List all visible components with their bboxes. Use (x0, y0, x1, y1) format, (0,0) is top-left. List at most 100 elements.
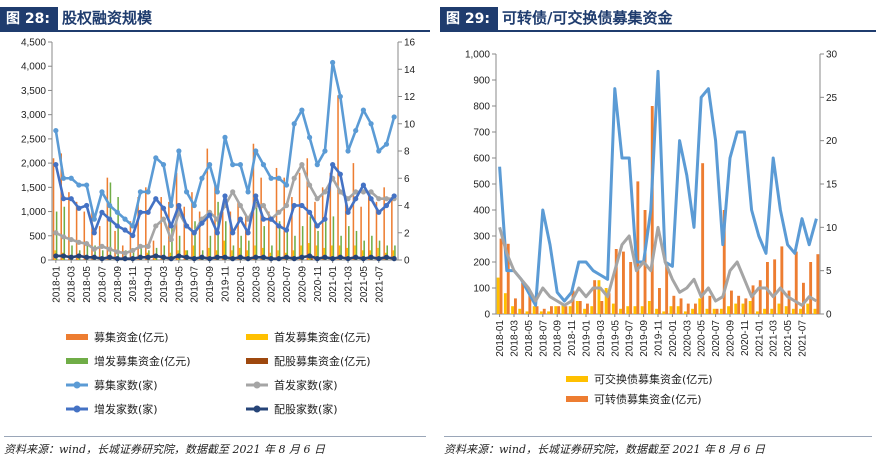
point-left-s0 (122, 216, 128, 222)
bar-right-s0 (777, 303, 781, 314)
left-y-tick-label: 1,000 (21, 207, 46, 218)
equity-financing-chart: 0 500 1,000 1,500 2,000 2,500 3,000 3,500 4,000 4… (21, 38, 416, 417)
point-left-s3 (199, 254, 205, 260)
bar-right-s0 (554, 306, 558, 314)
bar-right-s1 (708, 295, 712, 314)
left-y-tick-label: 2,500 (21, 134, 46, 145)
point-left-s1 (376, 196, 382, 202)
point-left-s3 (299, 254, 305, 260)
bar-right-s0 (640, 306, 644, 314)
x-tick-label: 2018-01 (495, 320, 506, 357)
bar-right-s0 (583, 308, 586, 314)
x-tick-label: 2018-03 (510, 320, 521, 357)
x-tick-label: 2020-01 (668, 320, 679, 357)
bar-right-s1 (686, 303, 690, 314)
bar-right-s1 (744, 298, 748, 314)
point-left-s2 (214, 230, 220, 236)
bar-right-s1 (564, 306, 568, 314)
bar-left-s2 (355, 230, 358, 260)
bar-left-s2 (309, 216, 312, 260)
bar-right-s0 (806, 303, 810, 314)
point-left-s1 (230, 189, 236, 195)
point-left-s0 (391, 114, 397, 120)
point-left-s3 (207, 256, 213, 262)
point-left-s2 (99, 209, 105, 215)
point-left-s2 (306, 209, 313, 215)
point-left-s0 (353, 127, 359, 134)
bar-right-s0 (705, 308, 709, 314)
bar-left-s1 (223, 240, 225, 260)
point-left-s3 (253, 254, 259, 260)
right-y-tick-label: 16 (404, 38, 416, 49)
bar-left-s2 (101, 250, 104, 260)
point-left-s3 (76, 253, 82, 259)
bar-left-s2 (340, 235, 342, 260)
bar-left-s1 (261, 247, 264, 260)
point-left-s0 (160, 162, 167, 168)
left-source-note: 资料来源：wind，长城证券研究院，数据截至 2021 年 8 月 6 日 (4, 436, 426, 457)
point-left-s1 (130, 247, 136, 254)
point-left-s3 (145, 254, 151, 260)
bar-left-s2 (178, 235, 181, 260)
point-left-s1 (337, 189, 343, 195)
bar-left-s0 (183, 206, 186, 260)
point-left-s0 (260, 162, 267, 168)
point-left-s0 (283, 182, 290, 188)
right-figure-label: 图 29: (440, 7, 498, 31)
point-left-s2 (330, 162, 336, 168)
bar-left-s2 (271, 245, 273, 260)
point-left-s0 (114, 209, 120, 215)
bar-left-s2 (248, 240, 250, 260)
left-y-tick-label: 3,500 (21, 86, 46, 97)
bar-left-s0 (314, 201, 316, 260)
point-left-s2 (383, 202, 390, 209)
bar-left-s2 (386, 245, 389, 260)
point-left-s2 (53, 162, 59, 168)
point-left-s0 (84, 182, 90, 188)
bar-right-s0 (604, 288, 608, 314)
x-tick-label: 2018-07 (538, 320, 549, 357)
right-y-tick-label: 20 (826, 136, 838, 147)
point-left-s0 (145, 189, 151, 195)
bar-left-s1 (392, 250, 395, 260)
point-left-s2 (345, 209, 351, 215)
point-left-s2 (199, 220, 205, 226)
point-left-s3 (214, 254, 220, 260)
x-tick-label: 2019-09 (205, 266, 216, 303)
bar-left-s1 (377, 247, 379, 260)
bar-right-s1 (722, 210, 726, 314)
bar-left-s1 (231, 250, 233, 260)
point-left-s0 (130, 223, 136, 229)
point-left-s2 (122, 227, 128, 233)
bar-right-s1 (787, 290, 791, 314)
bar-left-s1 (208, 247, 210, 260)
bar-right-s0 (741, 303, 745, 314)
right-chart-panel: 图 29: 可转债/可交换债募集资金 0 100 200 300 400 500 600 700… (440, 0, 876, 462)
right-legend-item-0-swatch (566, 376, 588, 382)
point-left-s0 (153, 155, 159, 161)
bar-right-s0 (496, 277, 500, 314)
bar-right-s0 (518, 308, 522, 314)
bar-left-s0 (237, 201, 239, 260)
point-left-s3 (99, 256, 105, 262)
bar-left-s0 (206, 148, 209, 260)
bar-right-s1 (672, 295, 676, 314)
point-left-s2 (191, 230, 197, 236)
point-left-s2 (299, 202, 305, 209)
right-title-bar: 图 29: 可转债/可交换债募集资金 (440, 6, 876, 32)
point-left-s3 (306, 253, 313, 259)
bar-right-s0 (799, 308, 802, 314)
point-left-s0 (376, 148, 382, 154)
point-left-s0 (199, 175, 205, 181)
left-legend-item-3-swatch (246, 358, 268, 364)
left-title-bar: 图 28: 股权融资规模 (0, 6, 430, 32)
point-left-s0 (137, 189, 144, 195)
x-tick-label: 2019-07 (190, 266, 201, 303)
bar-left-s2 (294, 235, 296, 260)
bar-left-s0 (375, 201, 378, 260)
left-legend-item-5-label: 首发家数(家) (274, 378, 338, 392)
bar-left-s2 (363, 240, 365, 260)
left-chart-panel: 图 28: 股权融资规模 0 500 1,000 1,500 2,000 2,500 3,00… (0, 0, 430, 462)
point-left-s3 (230, 256, 236, 262)
left-y-tick-label: 4,500 (21, 38, 46, 49)
